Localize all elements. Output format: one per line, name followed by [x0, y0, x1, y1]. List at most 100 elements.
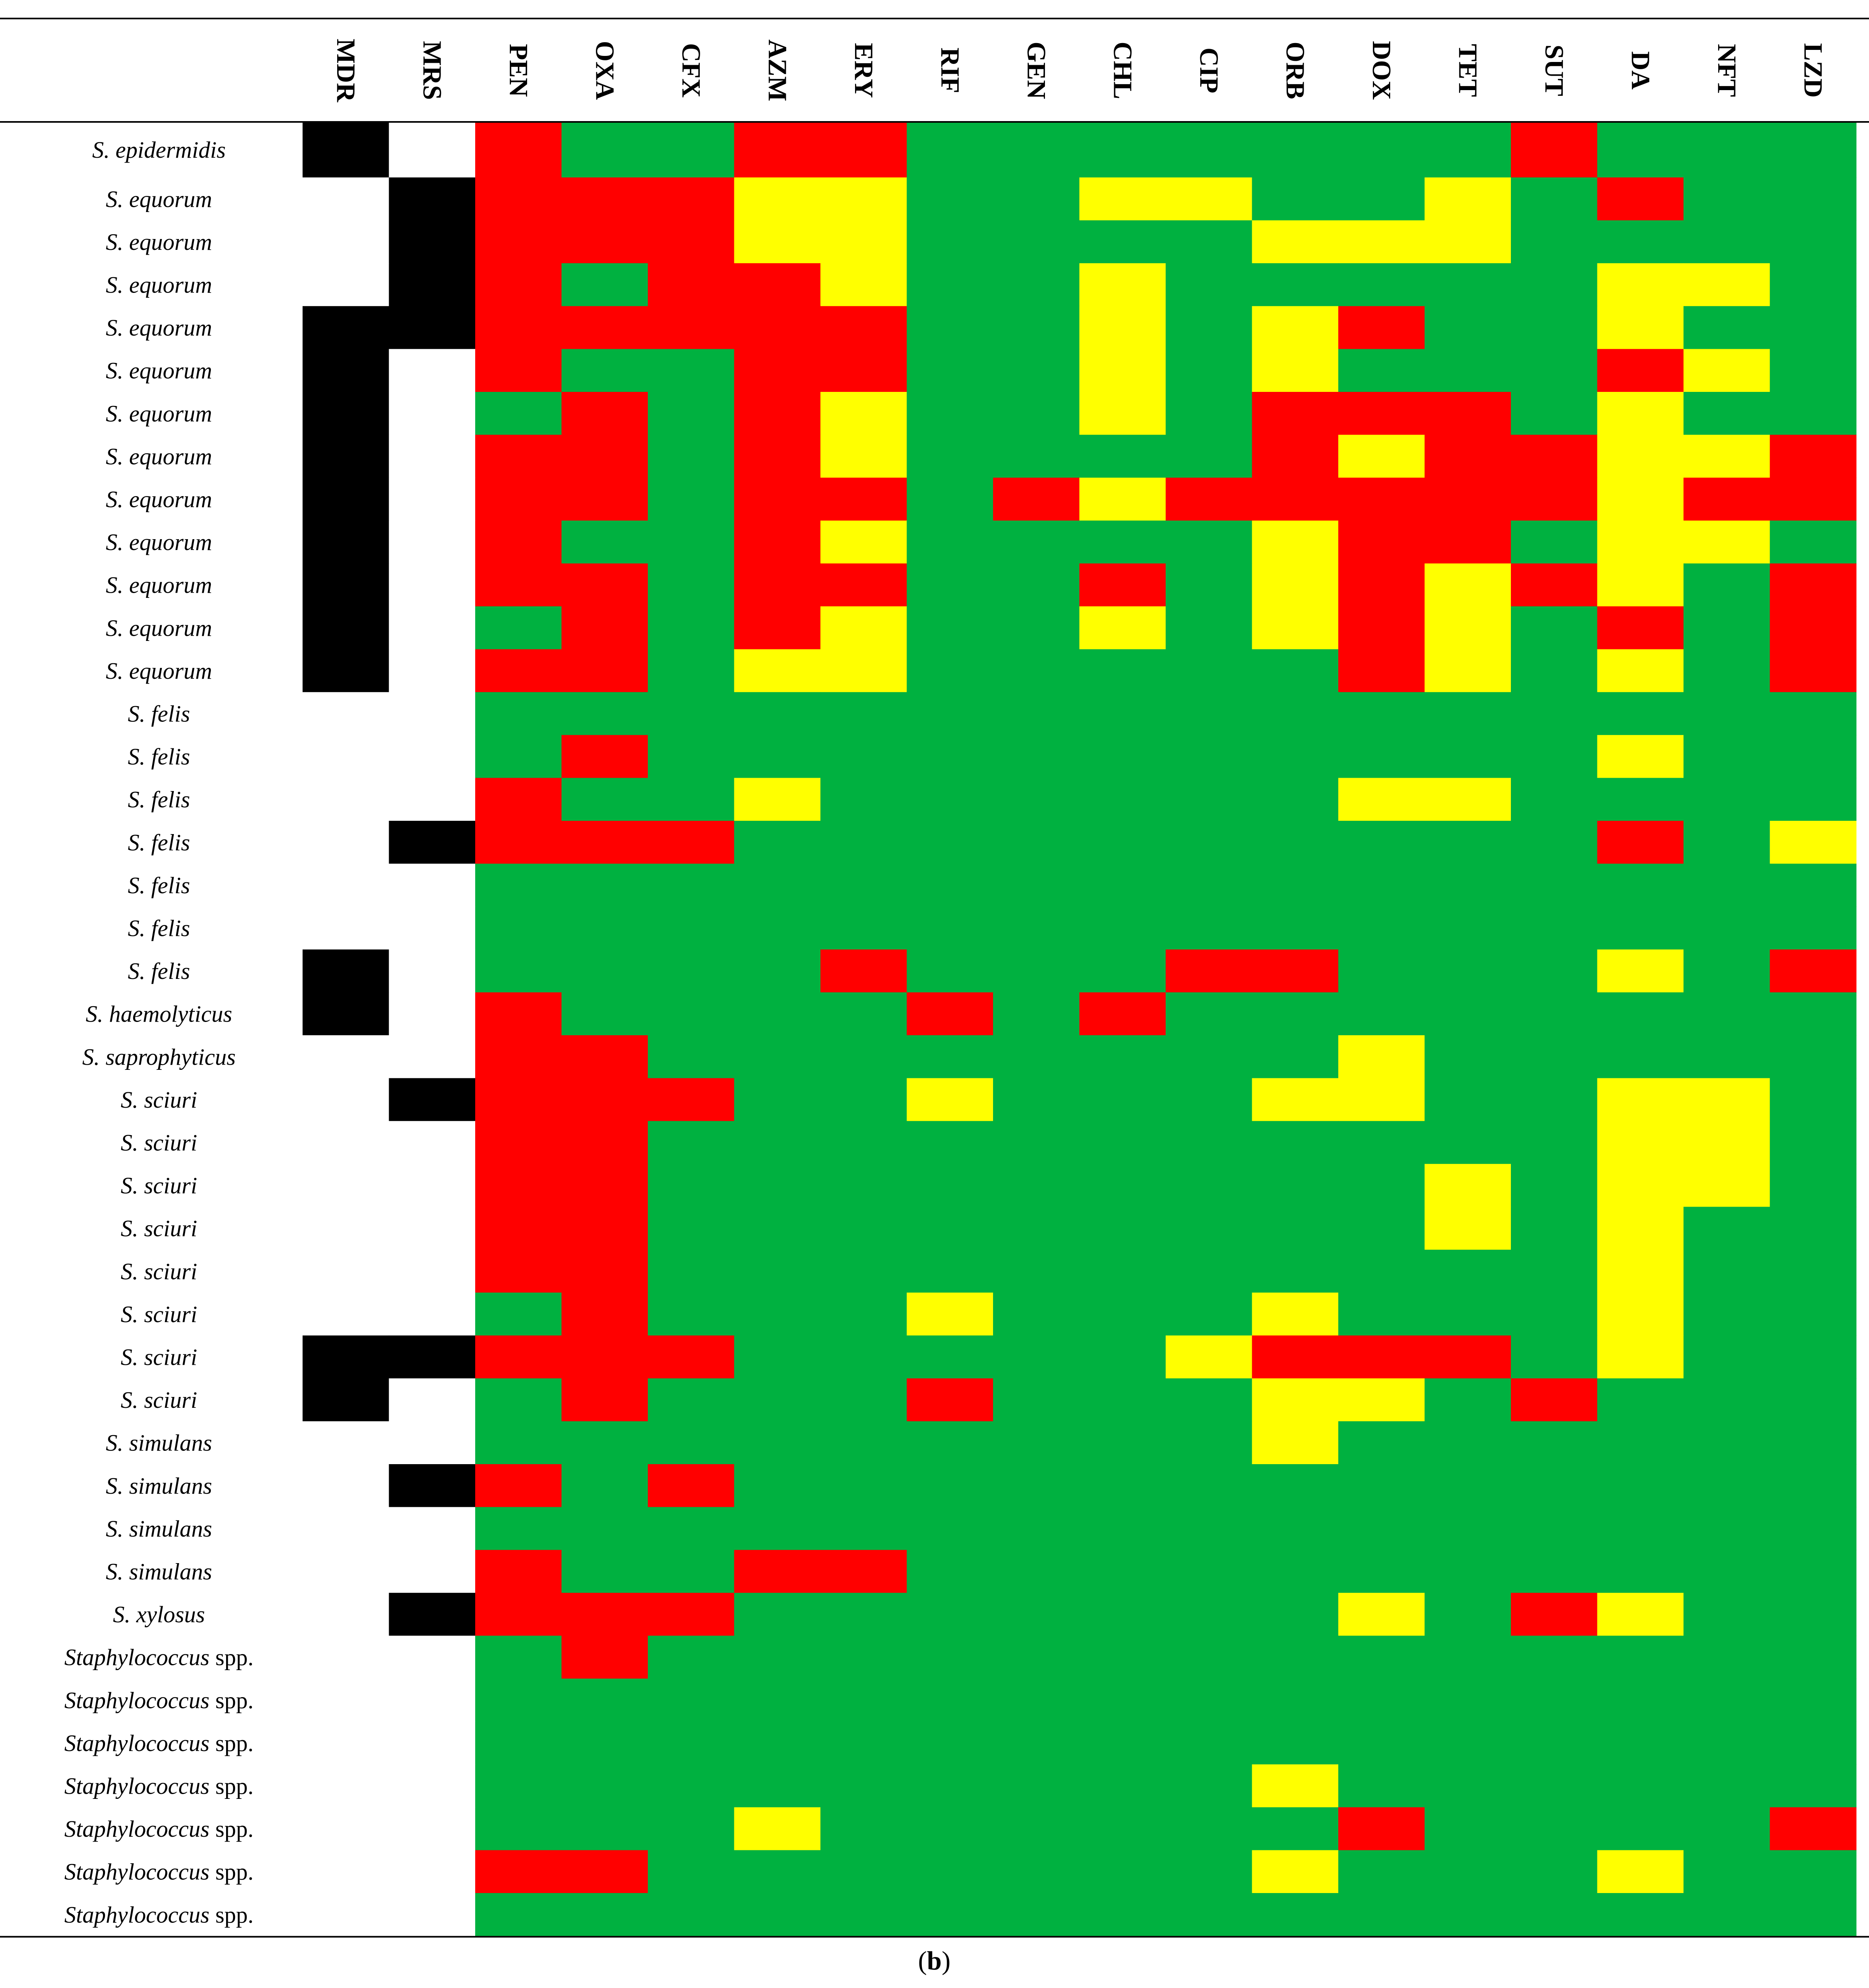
heatmap-cell: [648, 992, 735, 1036]
heatmap-cell: [1079, 122, 1166, 178]
heatmap-cell: [303, 606, 389, 650]
heatmap-cell: [1338, 263, 1425, 307]
heatmap-cell: [1684, 306, 1770, 350]
heatmap-cell: [1166, 1121, 1253, 1164]
heatmap-cell: [1166, 1250, 1253, 1293]
heatmap-cell: [1166, 735, 1253, 779]
row-label: Staphylococcus spp.: [64, 1816, 253, 1842]
heatmap-cell: [820, 606, 907, 650]
heatmap-cell: [1252, 392, 1339, 435]
heatmap-cell: [1424, 778, 1511, 821]
heatmap-cell: [1597, 606, 1684, 650]
heatmap-cell: [475, 1550, 562, 1593]
heatmap-cell: [1597, 1507, 1684, 1550]
heatmap-cell: [1252, 220, 1339, 264]
row-label: Staphylococcus spp.: [64, 1773, 253, 1799]
column-header-da: DA: [1626, 51, 1655, 90]
heatmap-cell: [1511, 1121, 1598, 1164]
heatmap-cell: [734, 1592, 821, 1636]
heatmap-cell: [1770, 906, 1857, 950]
heatmap-cell: [734, 949, 821, 993]
heatmap-cell: [1338, 1035, 1425, 1079]
heatmap-cell: [734, 1250, 821, 1293]
heatmap-cell: [389, 1121, 476, 1164]
heatmap-cell: [1597, 1893, 1684, 1936]
heatmap-cell: [1338, 1464, 1425, 1508]
heatmap-cell: [907, 1850, 993, 1893]
heatmap-cell: [993, 520, 1080, 564]
heatmap-cell: [1338, 306, 1425, 350]
heatmap-cell: [1511, 220, 1598, 264]
heatmap-cell: [993, 1250, 1080, 1293]
heatmap-cell: [1511, 1464, 1598, 1508]
heatmap-cell: [1684, 906, 1770, 950]
column-header-orb: ORB: [1280, 41, 1310, 99]
heatmap-cell: [1770, 1250, 1857, 1293]
rule-lines: [0, 18, 1869, 1938]
heatmap-cell: [561, 606, 648, 650]
heatmap-cell: [1424, 1121, 1511, 1164]
heatmap-cell: [734, 778, 821, 821]
heatmap-cell: [907, 435, 993, 478]
heatmap-cell: [820, 220, 907, 264]
heatmap-cell: [475, 649, 562, 692]
heatmap-cell: [820, 263, 907, 307]
heatmap-cell: [389, 735, 476, 779]
heatmap-cell: [389, 1250, 476, 1293]
heatmap-cell: [475, 1078, 562, 1121]
heatmap-cell: [993, 1421, 1080, 1465]
heatmap-cell: [734, 606, 821, 650]
heatmap-cell: [734, 1292, 821, 1336]
heatmap-cell: [1511, 735, 1598, 779]
heatmap-cell: [1684, 821, 1770, 864]
heatmap-cell: [1338, 349, 1425, 392]
heatmap-cell: [475, 1679, 562, 1722]
heatmap-cell: [1684, 520, 1770, 564]
heatmap-cell: [820, 1721, 907, 1765]
heatmap-cell: [1424, 1250, 1511, 1293]
heatmap-cell: [1511, 349, 1598, 392]
row-label: S. equorum: [106, 315, 212, 341]
heatmap-cell: [1424, 949, 1511, 993]
heatmap-cell: [1338, 1250, 1425, 1293]
heatmap-cell: [1338, 520, 1425, 564]
heatmap-cell: [1770, 1764, 1857, 1808]
heatmap-cell: [389, 1164, 476, 1207]
row-label: S. felis: [128, 700, 190, 727]
heatmap-cell: [303, 1636, 389, 1679]
heatmap-cell: [303, 649, 389, 692]
heatmap-cell: [475, 263, 562, 307]
heatmap-cell: [1338, 1292, 1425, 1336]
heatmap-cell: [389, 1207, 476, 1250]
heatmap-cell: [1770, 1421, 1857, 1465]
heatmap-cell: [1338, 1164, 1425, 1207]
heatmap-cell: [1511, 1421, 1598, 1465]
heatmap-cell: [303, 1078, 389, 1121]
heatmap-cell: [993, 1121, 1080, 1164]
heatmap-cell: [1338, 1550, 1425, 1593]
heatmap-cell: [561, 778, 648, 821]
heatmap-cell: [1166, 1464, 1253, 1508]
heatmap-cell: [1424, 1507, 1511, 1550]
heatmap-cell: [303, 1207, 389, 1250]
heatmap-cell: [389, 1464, 476, 1508]
heatmap-cell: [475, 949, 562, 993]
heatmap-cell: [561, 220, 648, 264]
heatmap-cell: [1252, 478, 1339, 521]
row-label: S. epidermidis: [92, 137, 226, 163]
heatmap-cell: [1424, 1421, 1511, 1465]
heatmap-cell: [1684, 1292, 1770, 1336]
heatmap-cell: [1597, 821, 1684, 864]
heatmap-cell: [1338, 1507, 1425, 1550]
figure-caption: (b): [918, 1946, 951, 1976]
heatmap-cell: [1166, 692, 1253, 735]
heatmap-cell: [1252, 1507, 1339, 1550]
heatmap-cell: [734, 1421, 821, 1465]
heatmap-cell: [820, 992, 907, 1036]
heatmap-cell: [1424, 263, 1511, 307]
heatmap-cell: [1166, 1507, 1253, 1550]
column-header-chl: CHL: [1108, 41, 1137, 99]
heatmap-cell: [648, 1636, 735, 1679]
heatmap-cell: [907, 122, 993, 178]
heatmap-cell: [1511, 1764, 1598, 1808]
